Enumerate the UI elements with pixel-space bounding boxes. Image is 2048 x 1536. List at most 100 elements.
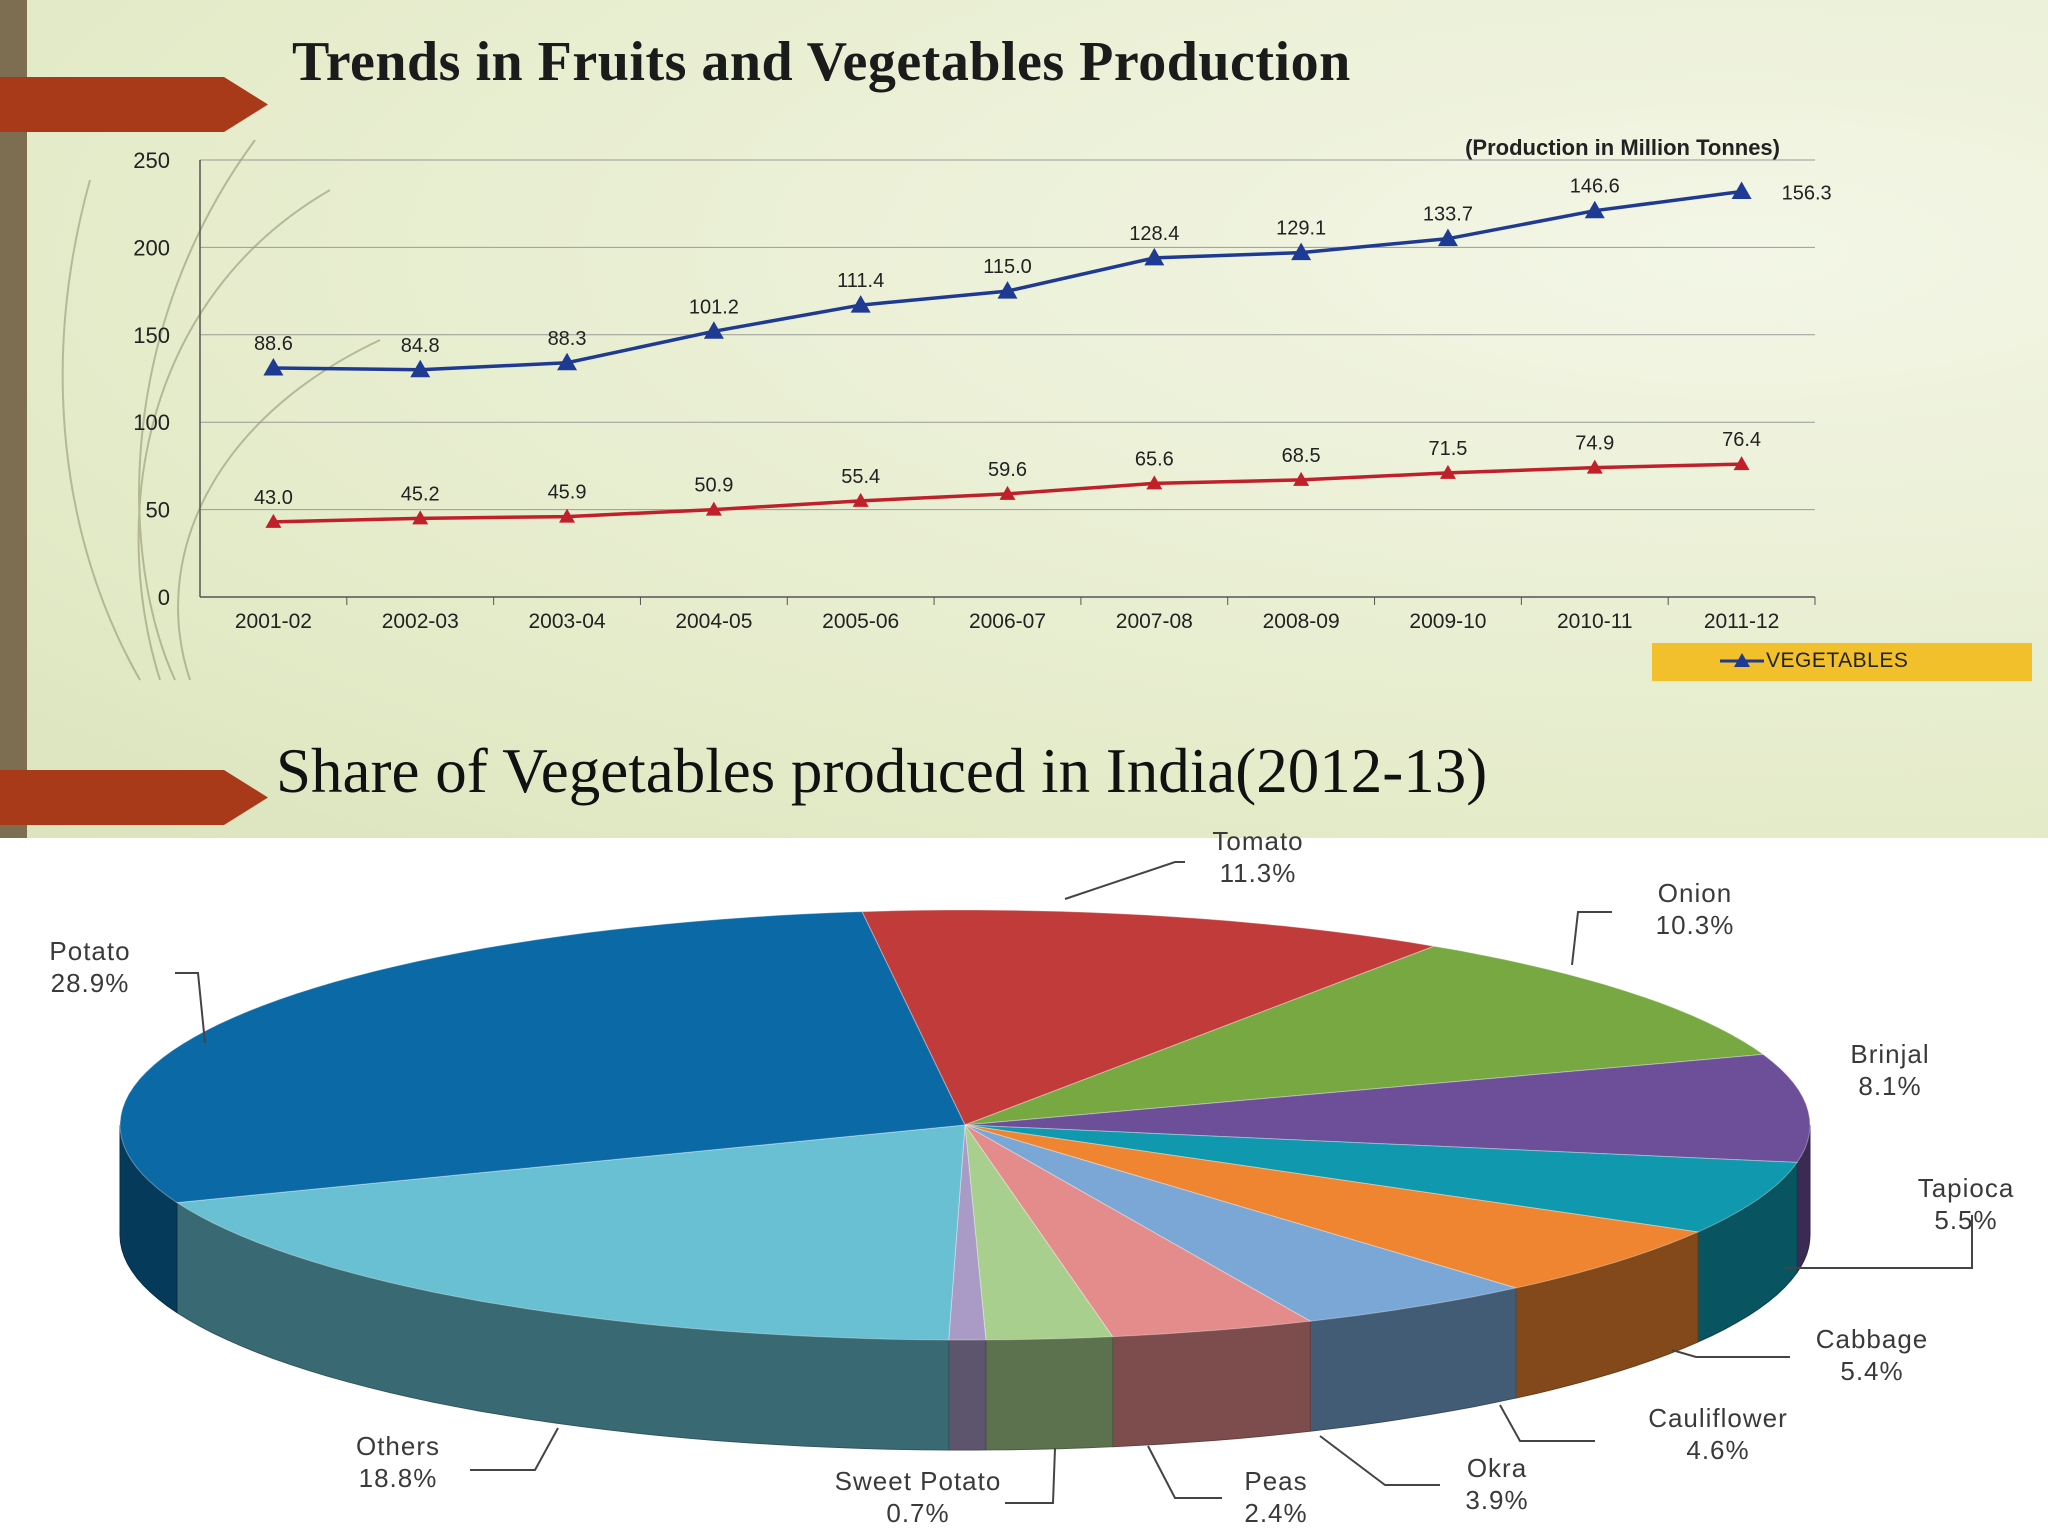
- pie-slice-others: [175, 1124, 966, 1341]
- data-point-marker: [1293, 471, 1310, 486]
- leader-line: [1785, 1215, 1973, 1269]
- pie-chart-title: Share of Vegetables produced in India(20…: [276, 736, 1488, 806]
- x-tick-label: 2004-05: [675, 610, 752, 633]
- leader-line: [1319, 1435, 1440, 1486]
- leader-line: [1571, 911, 1612, 966]
- leader-line: [1064, 861, 1185, 900]
- pie-slice-percent: 3.9%: [1465, 1485, 1528, 1515]
- pie-slice-percent: 0.7%: [886, 1498, 949, 1528]
- x-tick-label: 2006-07: [969, 610, 1046, 633]
- data-point-marker: [1586, 459, 1603, 474]
- y-tick-label: 0: [158, 585, 170, 610]
- data-point-marker: [1437, 228, 1458, 247]
- data-label: 45.9: [548, 482, 587, 504]
- pie-slice-cauliflower: [964, 1124, 1517, 1322]
- slide-background: [0, 0, 2048, 838]
- x-tick-label: 2008-09: [1263, 610, 1340, 633]
- pie-slice-name: Tomato: [1212, 826, 1303, 856]
- pie-slice-name: Cauliflower: [1648, 1403, 1788, 1433]
- data-label: 88.6: [254, 333, 293, 355]
- data-label: 71.5: [1428, 438, 1467, 460]
- data-label: 129.1: [1276, 218, 1326, 240]
- data-point-marker: [265, 513, 282, 528]
- data-point-marker: [559, 508, 576, 523]
- x-tick-label: 2003-04: [529, 610, 606, 633]
- data-label: 68.5: [1282, 445, 1321, 467]
- pie-slice-name: Potato: [49, 936, 130, 966]
- data-label: 133.7: [1423, 204, 1473, 226]
- pie-slice-name: Others: [356, 1431, 440, 1461]
- pie-slice-brinjal: [964, 1053, 1811, 1163]
- title-arrow-top: [0, 77, 268, 132]
- data-point-marker: [1439, 464, 1456, 479]
- data-point-marker: [263, 358, 284, 376]
- pie-slice-okra: [964, 1124, 1312, 1338]
- line-chart-title: Trends in Fruits and Vegetables Producti…: [292, 31, 1351, 93]
- data-label: 76.4: [1722, 429, 1761, 451]
- data-label: 43.0: [254, 487, 293, 509]
- data-label: 88.3: [548, 328, 587, 350]
- y-tick-label: 150: [133, 323, 170, 348]
- x-tick-label: 2005-06: [822, 610, 899, 633]
- data-label: 59.6: [988, 459, 1027, 481]
- legend-label-vegetables: VEGETABLES: [1766, 649, 1909, 672]
- data-label: 156.3: [1782, 182, 1832, 204]
- pie-slice-peas: [964, 1123, 1114, 1341]
- pie-slice-percent: 4.6%: [1686, 1435, 1749, 1465]
- pie-side-potato: [119, 1124, 178, 1314]
- data-label: 74.9: [1575, 433, 1614, 455]
- data-point-marker: [705, 501, 722, 516]
- pie-slice-percent: 10.3%: [1656, 910, 1735, 940]
- leader-line: [175, 972, 206, 1044]
- pie-slice-percent: 5.4%: [1840, 1356, 1903, 1386]
- y-tick-label: 100: [133, 410, 170, 435]
- data-point-marker: [852, 492, 869, 507]
- pie-slice-tomato: [861, 909, 1437, 1126]
- line-series: 88.6 84.8 88.3 101.2 111.4 115.0 128.4 129.1 133…: [254, 176, 1832, 528]
- title-arrow-bottom: [0, 770, 268, 825]
- data-label: 65.6: [1135, 448, 1174, 470]
- decorative-swirls: [61, 139, 381, 681]
- y-tick-label: 250: [133, 148, 170, 173]
- pie-side-sweet-potato: [948, 1339, 987, 1451]
- data-point-marker: [703, 321, 724, 339]
- x-tick-labels: 2001-02 2002-03 2003-04 2004-05 2005-06 2006-…: [235, 597, 1816, 633]
- data-point-marker: [1731, 181, 1752, 199]
- data-label: 128.4: [1129, 223, 1179, 245]
- data-label: 146.6: [1570, 176, 1620, 198]
- pie-slice-percent: 8.1%: [1858, 1071, 1921, 1101]
- pie-slice-tapioca: [964, 1124, 1799, 1233]
- data-point-marker: [412, 510, 429, 525]
- data-point-marker: [1584, 200, 1605, 219]
- y-tick-label: 50: [146, 498, 170, 523]
- data-point-marker: [1733, 456, 1750, 471]
- units-annotation: (Production in Million Tonnes): [1465, 135, 1780, 160]
- pie-side-walls: [119, 1124, 1811, 1451]
- x-tick-label: 2011-12: [1704, 610, 1780, 633]
- leader-line: [1499, 1404, 1595, 1442]
- data-point-marker: [1146, 475, 1163, 490]
- pie-slice-percent: 18.8%: [359, 1463, 438, 1493]
- pie-slice-percent: 28.9%: [51, 968, 130, 998]
- data-point-marker: [1144, 247, 1165, 266]
- pie-slice-name: Okra: [1467, 1453, 1527, 1483]
- data-point-marker: [850, 295, 871, 313]
- line-chart-grid: [200, 159, 1815, 598]
- leader-line: [470, 1427, 559, 1471]
- x-tick-label: 2009-10: [1409, 610, 1486, 633]
- pie-slice-potato: [119, 911, 966, 1204]
- legend-marker-vegetables: [1720, 653, 1764, 667]
- data-label: 50.9: [694, 475, 733, 497]
- x-tick-label: 2001-02: [235, 610, 312, 633]
- data-point-marker: [410, 359, 431, 378]
